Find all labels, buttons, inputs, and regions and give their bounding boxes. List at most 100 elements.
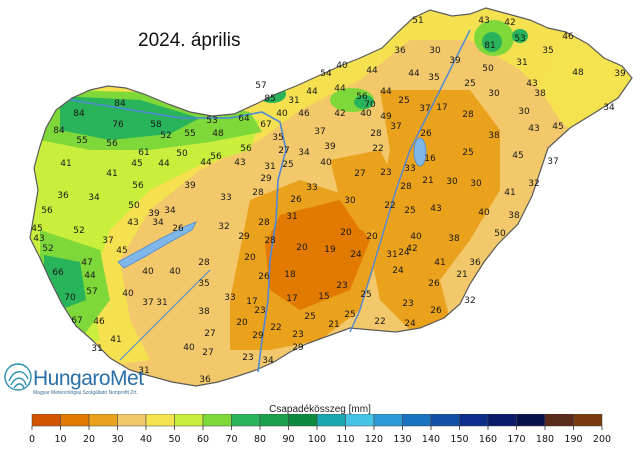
station-value: 43 <box>33 234 44 244</box>
station-value: 84 <box>73 109 85 119</box>
station-value: 50 <box>128 201 140 211</box>
station-value: 43 <box>478 16 489 26</box>
station-value: 28 <box>198 258 210 268</box>
station-value: 24 <box>404 319 416 329</box>
logo-subtitle: Magyar Meteorológiai Szolgáltató Nonprof… <box>33 390 138 396</box>
station-value: 26 <box>172 224 184 234</box>
station-value: 23 <box>292 330 303 340</box>
station-value: 53 <box>514 34 525 44</box>
station-value: 31 <box>288 96 299 106</box>
station-value: 36 <box>394 46 406 56</box>
station-value: 50 <box>494 229 506 239</box>
station-value: 70 <box>64 293 76 303</box>
station-value: 33 <box>404 164 415 174</box>
legend-swatch <box>88 414 118 427</box>
station-value: 36 <box>199 375 211 385</box>
station-value: 61 <box>138 148 149 158</box>
station-value: 28 <box>370 129 382 139</box>
legend-swatch <box>402 414 432 427</box>
legend-swatch <box>459 414 489 427</box>
station-value: 42 <box>334 109 345 119</box>
legend-tick-label: 140 <box>422 434 440 445</box>
station-value: 58 <box>150 120 162 130</box>
station-value: 43 <box>430 204 441 214</box>
station-value: 38 <box>198 307 210 317</box>
station-value: 56 <box>240 144 252 154</box>
legend-swatch <box>516 414 546 427</box>
station-value: 27 <box>354 169 365 179</box>
station-value: 57 <box>86 287 97 297</box>
station-value: 45 <box>131 159 142 169</box>
station-value: 46 <box>562 32 574 42</box>
station-value: 31 <box>386 250 397 260</box>
station-value: 40 <box>169 267 181 277</box>
legend-title: Csapadékösszeg [mm] <box>269 404 371 415</box>
station-value: 25 <box>304 312 315 322</box>
station-value: 31 <box>264 162 275 172</box>
station-value: 31 <box>91 344 102 354</box>
station-value: 40 <box>122 289 134 299</box>
station-value: 48 <box>212 129 224 139</box>
station-value: 52 <box>160 131 171 141</box>
station-value: 43 <box>234 158 245 168</box>
station-value: 20 <box>340 228 352 238</box>
station-value: 44 <box>366 66 378 76</box>
station-value: 56 <box>210 152 222 162</box>
station-value: 17 <box>286 294 297 304</box>
station-value: 35 <box>272 133 283 143</box>
station-value: 56 <box>106 139 118 149</box>
station-value: 25 <box>398 96 409 106</box>
station-value: 55 <box>184 129 195 139</box>
station-value: 25 <box>282 160 293 170</box>
station-value: 21 <box>422 176 433 186</box>
legend-tick-label: 80 <box>254 434 266 445</box>
country-border <box>29 7 633 387</box>
legend-swatch <box>145 414 175 427</box>
station-value: 56 <box>132 181 144 191</box>
station-value: 67 <box>71 316 82 326</box>
station-value: 24 <box>398 248 410 258</box>
station-value: 44 <box>408 69 420 79</box>
station-value: 43 <box>528 124 539 134</box>
station-value: 44 <box>306 87 318 97</box>
station-value: 40 <box>142 267 154 277</box>
legend-tick-label: 110 <box>336 434 354 445</box>
tisza-river <box>349 29 471 333</box>
station-value: 22 <box>372 144 383 154</box>
station-value: 36 <box>57 191 69 201</box>
legend-swatch <box>345 414 375 427</box>
station-value: 32 <box>464 296 475 306</box>
station-value: 30 <box>429 46 441 56</box>
station-value: 44 <box>200 158 212 168</box>
legend-tick-label: 190 <box>564 434 582 445</box>
station-value: 52 <box>42 244 53 254</box>
station-value: 52 <box>73 226 84 236</box>
station-value: 32 <box>528 179 539 189</box>
station-value: 30 <box>470 179 482 189</box>
station-value: 29 <box>260 174 272 184</box>
station-value: 26 <box>430 306 442 316</box>
station-value: 37 <box>102 236 113 246</box>
station-value: 17 <box>436 103 447 113</box>
legend-tick-label: 160 <box>479 434 497 445</box>
station-value: 43 <box>127 218 138 228</box>
legend-swatch <box>430 414 460 427</box>
station-value: 44 <box>380 87 392 97</box>
station-value: 67 <box>260 120 271 130</box>
station-value: 46 <box>93 317 105 327</box>
legend-tick-label: 200 <box>593 434 611 445</box>
legend-swatch <box>60 414 90 427</box>
legend-tick-label: 50 <box>168 434 180 445</box>
station-value: 44 <box>158 159 170 169</box>
legend-tick-label: 90 <box>282 434 294 445</box>
station-value: 19 <box>324 245 336 255</box>
station-value: 40 <box>336 61 348 71</box>
station-value: 28 <box>400 182 412 192</box>
station-value: 46 <box>298 109 310 119</box>
station-value: 23 <box>254 306 265 316</box>
station-value: 27 <box>202 348 213 358</box>
legend-swatch <box>373 414 403 427</box>
station-value: 47 <box>81 258 92 268</box>
legend-swatch <box>259 414 289 427</box>
